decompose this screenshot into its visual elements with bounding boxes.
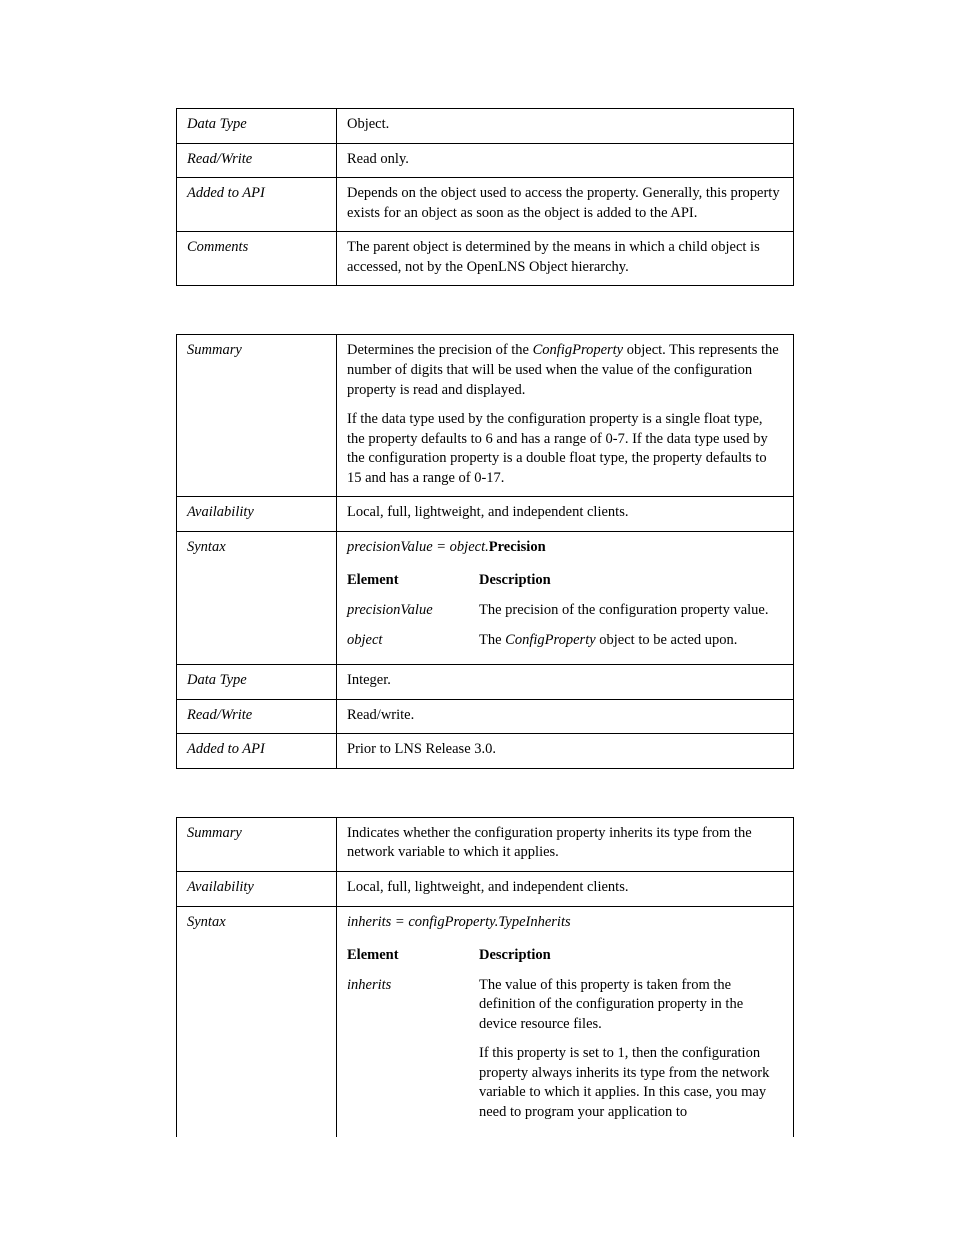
summary-text: Determines the precision of the: [347, 342, 533, 358]
row-value: Local, full, lightweight, and independen…: [337, 871, 794, 906]
table-row: Data Type Integer.: [177, 665, 794, 700]
table-row: Availability Local, full, lightweight, a…: [177, 871, 794, 906]
desc-text: The value of this property is taken from…: [479, 977, 743, 1032]
table-row: Summary Indicates whether the configurat…: [177, 817, 794, 871]
element-desc: The precision of the configuration prope…: [479, 597, 783, 627]
row-value: Read only.: [337, 143, 794, 178]
description-header: Description: [479, 567, 783, 597]
syntax-expression: inherits = configProperty.TypeInherits: [347, 913, 783, 933]
element-desc: The value of this property is taken from…: [479, 972, 783, 1129]
desc-text: object to be acted upon.: [596, 632, 738, 648]
configproperty-term: ConfigProperty: [533, 342, 623, 358]
row-label: Summary: [177, 335, 337, 497]
element-table: Element Description inherits The value o…: [347, 942, 783, 1129]
element-name: object: [347, 627, 479, 657]
table-row: Read/Write Read/write.: [177, 699, 794, 734]
row-value: The parent object is determined by the m…: [337, 232, 794, 286]
row-label: Added to API: [177, 734, 337, 769]
row-value: precisionValue = object.Precision Elemen…: [337, 531, 794, 664]
table-row: Added to API Depends on the object used …: [177, 178, 794, 232]
desc-text: If this property is set to 1, then the c…: [479, 1045, 769, 1120]
table-parent-property: Data Type Object. Read/Write Read only. …: [176, 108, 794, 286]
row-value: Object.: [337, 109, 794, 144]
table-row: Syntax inherits = configProperty.TypeInh…: [177, 906, 794, 1137]
row-value: Integer.: [337, 665, 794, 700]
syntax-rhs: Precision: [489, 539, 546, 555]
row-label: Availability: [177, 871, 337, 906]
table-row: Added to API Prior to LNS Release 3.0.: [177, 734, 794, 769]
element-desc: The ConfigProperty object to be acted up…: [479, 627, 783, 657]
element-name: inherits: [347, 972, 479, 1129]
row-value: Local, full, lightweight, and independen…: [337, 497, 794, 532]
row-label: Summary: [177, 817, 337, 871]
row-label: Data Type: [177, 665, 337, 700]
row-label: Data Type: [177, 109, 337, 144]
table-row: Read/Write Read only.: [177, 143, 794, 178]
syntax-expression: precisionValue = object.Precision: [347, 538, 783, 558]
table-row: Data Type Object.: [177, 109, 794, 144]
page: Data Type Object. Read/Write Read only. …: [0, 0, 954, 1235]
row-value: Indicates whether the configuration prop…: [337, 817, 794, 871]
element-header: Element: [347, 567, 479, 597]
row-value: inherits = configProperty.TypeInherits E…: [337, 906, 794, 1137]
desc-text: The: [479, 632, 505, 648]
table-typeinherits-property: Summary Indicates whether the configurat…: [176, 817, 794, 1137]
table-row: Comments The parent object is determined…: [177, 232, 794, 286]
row-value: Depends on the object used to access the…: [337, 178, 794, 232]
row-value: Read/write.: [337, 699, 794, 734]
row-label: Syntax: [177, 906, 337, 1137]
row-label: Read/Write: [177, 143, 337, 178]
element-table: Element Description precisionValue The p…: [347, 567, 783, 656]
row-value: Prior to LNS Release 3.0.: [337, 734, 794, 769]
table-row: Syntax precisionValue = object.Precision…: [177, 531, 794, 664]
element-header: Element: [347, 942, 479, 972]
row-label: Syntax: [177, 531, 337, 664]
table-row: Summary Determines the precision of the …: [177, 335, 794, 497]
syntax-lhs: precisionValue = object.: [347, 539, 489, 555]
row-value: Determines the precision of the ConfigPr…: [337, 335, 794, 497]
table-row: Availability Local, full, lightweight, a…: [177, 497, 794, 532]
description-header: Description: [479, 942, 783, 972]
row-label: Availability: [177, 497, 337, 532]
row-label: Read/Write: [177, 699, 337, 734]
table-precision-property: Summary Determines the precision of the …: [176, 334, 794, 768]
configproperty-term: ConfigProperty: [505, 632, 595, 648]
element-name: precisionValue: [347, 597, 479, 627]
row-label: Added to API: [177, 178, 337, 232]
summary-text: If the data type used by the configurati…: [347, 411, 768, 486]
row-label: Comments: [177, 232, 337, 286]
